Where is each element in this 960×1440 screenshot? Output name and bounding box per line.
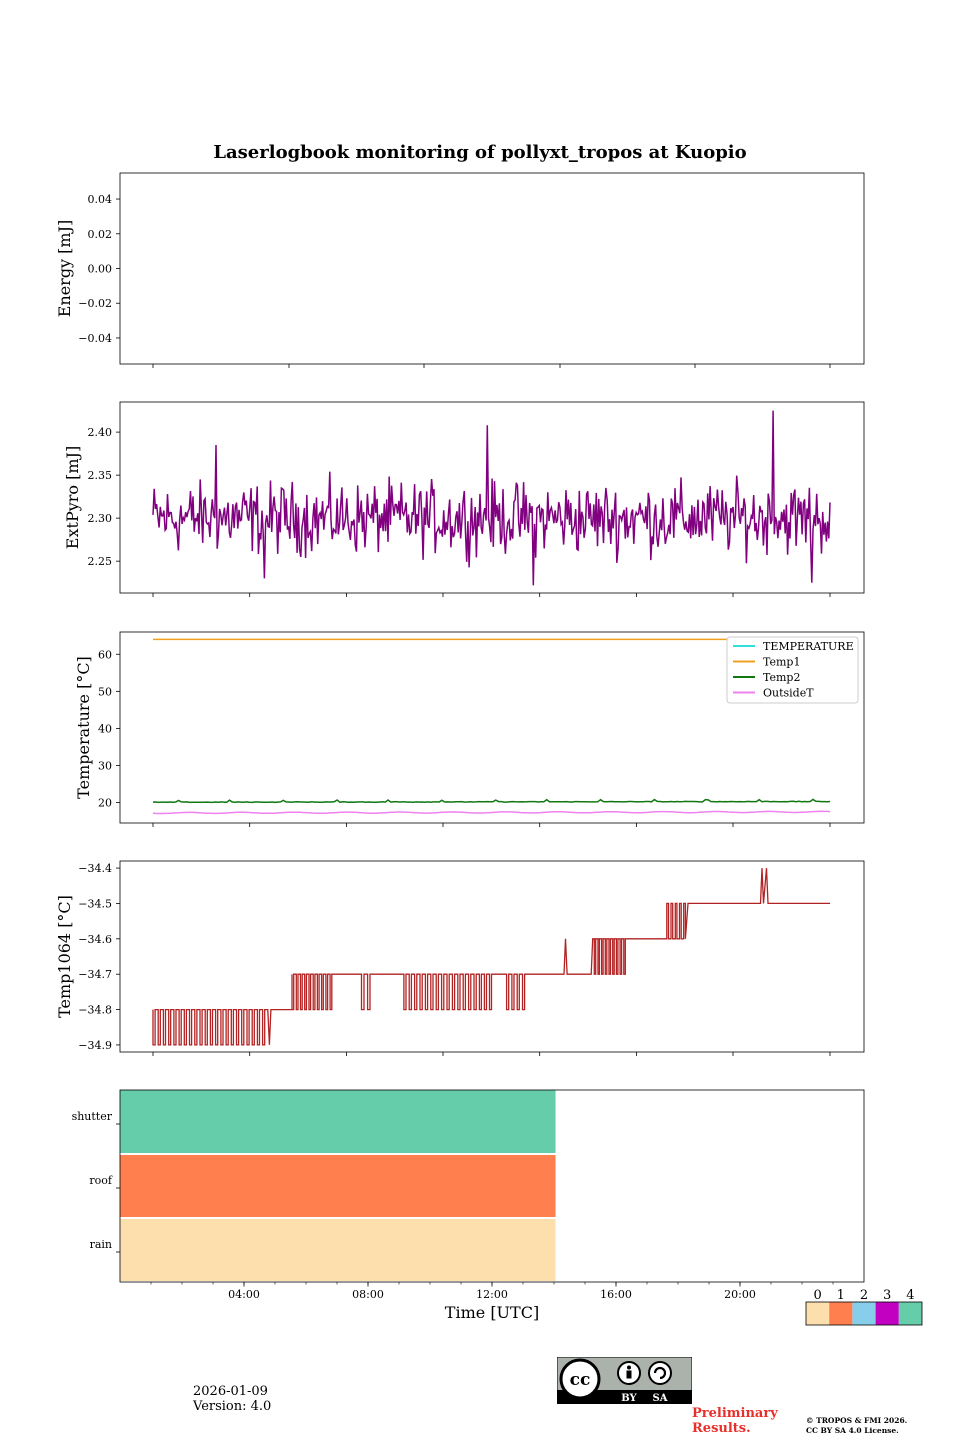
y-axis-label: Temp1064 [°C] bbox=[55, 895, 74, 1018]
x-tick-label: 20:00 bbox=[724, 1288, 756, 1301]
y-tick-label: −34.9 bbox=[78, 1039, 112, 1052]
temp1064-series-line bbox=[152, 868, 830, 1046]
outsidet-series-line bbox=[152, 810, 831, 815]
by-label: BY bbox=[621, 1393, 637, 1404]
y-tick-label: 40 bbox=[98, 722, 112, 735]
y-tick-label: −0.04 bbox=[78, 332, 112, 345]
colorbar-swatch bbox=[806, 1302, 830, 1325]
y-tick-label: −34.5 bbox=[78, 897, 112, 910]
preliminary-line-1: Preliminary bbox=[692, 1406, 778, 1421]
colorbar-swatch bbox=[875, 1302, 899, 1325]
x-tick-label: 08:00 bbox=[352, 1288, 384, 1301]
legend-frame bbox=[726, 636, 859, 704]
legend: TEMPERATURE Temp1 Temp2 OutsideT bbox=[726, 636, 859, 704]
legend-label: TEMPERATURE bbox=[763, 640, 854, 653]
extpyro-series-line bbox=[152, 410, 831, 586]
y-tick-label: 50 bbox=[98, 685, 112, 698]
y-tick-label: 30 bbox=[98, 760, 112, 773]
colorbar-label: 1 bbox=[837, 1288, 845, 1303]
y-tick-label: −34.4 bbox=[78, 862, 112, 875]
cc-by-sa-license-badge: cc BY SA bbox=[557, 1357, 692, 1404]
cc-logo-text: cc bbox=[570, 1370, 591, 1390]
status-cell-rain bbox=[120, 1219, 556, 1281]
copyright-line-1: © TROPOS & FMI 2026. bbox=[806, 1416, 908, 1425]
x-tick-label: 04:00 bbox=[228, 1288, 260, 1301]
panel-extpyro: 2.40 2.35 2.30 2.25 ExtPyro [mJ] bbox=[63, 401, 865, 597]
panel-temperature: 60 50 40 30 20 Temperature [°C] TEMPERATURE Tem… bbox=[74, 631, 865, 827]
y-axis-label: Energy [mJ] bbox=[55, 220, 74, 318]
temp2-series-line bbox=[152, 798, 831, 804]
y-tick-label: 2.35 bbox=[88, 469, 113, 482]
axes-frame bbox=[119, 172, 865, 365]
status-cell-shutter bbox=[120, 1090, 556, 1153]
axes-frame bbox=[119, 860, 865, 1053]
colorbar-swatch bbox=[852, 1302, 876, 1325]
y-tick-label: 20 bbox=[98, 797, 112, 810]
y-tick-label: 2.40 bbox=[88, 426, 113, 439]
colorbar-label: 3 bbox=[883, 1288, 891, 1303]
copyright-line-2: CC BY SA 4.0 License. bbox=[806, 1426, 899, 1435]
axes-frame bbox=[119, 401, 865, 594]
preliminary-line-2: Results. bbox=[692, 1421, 751, 1436]
footer-version: Version: 4.0 bbox=[193, 1399, 272, 1414]
colorbar-frame bbox=[805, 1301, 923, 1326]
colorbar-swatch bbox=[829, 1302, 853, 1325]
preliminary-notice: Preliminary Results. bbox=[692, 1406, 778, 1436]
status-row-label: roof bbox=[89, 1174, 113, 1187]
legend-label: OutsideT bbox=[763, 687, 814, 700]
y-tick-label: −34.8 bbox=[78, 1004, 112, 1017]
colorbar-swatch bbox=[898, 1302, 922, 1325]
y-tick-label: 2.30 bbox=[88, 512, 113, 525]
y-tick-label: −34.6 bbox=[78, 933, 112, 946]
axes-frame bbox=[119, 631, 865, 824]
sa-label: SA bbox=[653, 1393, 668, 1404]
panel-temp1064: −34.4 −34.5 −34.6 −34.7 −34.8 −34.9 Temp1064 [… bbox=[55, 860, 865, 1056]
y-axis-label: ExtPyro [mJ] bbox=[63, 446, 82, 549]
y-tick-label: −34.7 bbox=[78, 968, 112, 981]
y-tick-label: 60 bbox=[98, 648, 112, 661]
status-row-label: rain bbox=[90, 1238, 112, 1251]
colorbar-label: 4 bbox=[906, 1288, 914, 1303]
cc-logo-icon bbox=[559, 1358, 601, 1400]
legend-label: Temp2 bbox=[763, 671, 800, 684]
y-tick-label: 2.25 bbox=[88, 555, 113, 568]
footer-date: 2026-01-09 bbox=[193, 1384, 268, 1399]
y-tick-label: 0.02 bbox=[88, 228, 113, 241]
x-tick-label: 12:00 bbox=[476, 1288, 508, 1301]
copyright-notice: © TROPOS & FMI 2026. CC BY SA 4.0 Licens… bbox=[806, 1416, 907, 1436]
share-alike-icon bbox=[648, 1361, 672, 1385]
colorbar-label: 0 bbox=[813, 1288, 821, 1303]
panel-status: shutter roof rain 04:00 08:00 12:00 16:00 20:00… bbox=[72, 1089, 923, 1326]
colorbar-label: 2 bbox=[860, 1288, 868, 1303]
y-axis-label: Temperature [°C] bbox=[74, 656, 93, 799]
y-tick-label: 0.00 bbox=[88, 263, 113, 276]
x-tick-label: 16:00 bbox=[600, 1288, 632, 1301]
legend-label: Temp1 bbox=[763, 656, 800, 669]
chart-title: Laserlogbook monitoring of pollyxt_tropo… bbox=[213, 142, 746, 163]
panel-energy: 0.04 0.02 0.00 −0.02 −0.04 Energy [mJ] bbox=[55, 172, 865, 368]
y-tick-label: −0.02 bbox=[78, 297, 112, 310]
status-cell-roof bbox=[120, 1155, 556, 1217]
x-axis-label: Time [UTC] bbox=[445, 1303, 539, 1322]
y-tick-label: 0.04 bbox=[88, 193, 113, 206]
status-row-label: shutter bbox=[72, 1110, 113, 1123]
